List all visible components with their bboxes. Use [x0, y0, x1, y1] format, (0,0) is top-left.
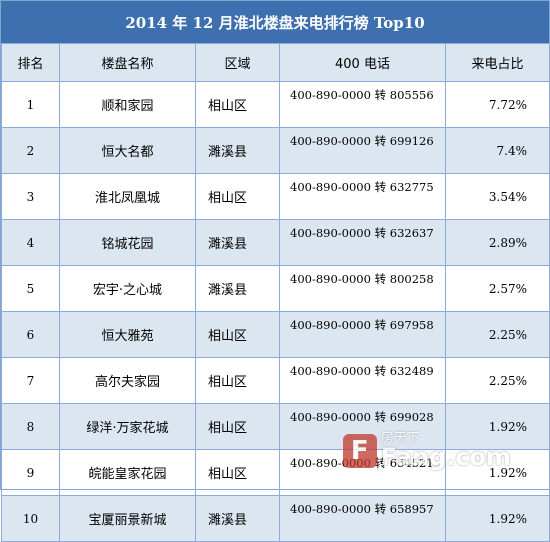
rank-cell: 8	[1, 403, 60, 450]
rank-cell: 10	[1, 495, 60, 542]
table-row: 1 顺和家园 相山区 400-890-0000 转 805556 7.72%	[1, 81, 550, 128]
property-name-cell: 宝厦丽景新城	[59, 495, 196, 542]
district-cell: 濉溪县	[195, 127, 280, 174]
rank-cell: 2	[1, 127, 60, 174]
call-share-cell: 2.57%	[445, 265, 550, 312]
table-row: 6 恒大雅苑 相山区 400-890-0000 转 697958 2.25%	[1, 311, 550, 358]
header-phone: 400 电话	[279, 43, 446, 82]
rank-cell: 7	[1, 357, 60, 404]
property-name-cell: 高尔夫家园	[59, 357, 196, 404]
district-cell: 相山区	[195, 173, 280, 220]
property-name-cell: 恒大名都	[59, 127, 196, 174]
call-share-cell: 3.54%	[445, 173, 550, 220]
table-row: 7 高尔夫家园 相山区 400-890-0000 转 632489 2.25%	[1, 357, 550, 404]
district-cell: 濉溪县	[195, 265, 280, 312]
table-row: 10 宝厦丽景新城 濉溪县 400-890-0000 转 658957 1.92…	[1, 495, 550, 542]
phone-cell: 400-890-0000 转 699126	[279, 127, 446, 174]
call-share-cell: 2.25%	[445, 357, 550, 404]
rank-cell: 6	[1, 311, 60, 358]
header-name: 楼盘名称	[59, 43, 196, 82]
district-cell: 相山区	[195, 357, 280, 404]
phone-cell: 400-890-0000 转 632637	[279, 219, 446, 266]
header-share: 来电占比	[445, 43, 550, 82]
property-name-cell: 皖能皇家花园	[59, 449, 196, 496]
property-name-cell: 宏宇·之心城	[59, 265, 196, 312]
property-name-cell: 顺和家园	[59, 81, 196, 128]
district-cell: 相山区	[195, 403, 280, 450]
call-share-cell: 2.25%	[445, 311, 550, 358]
fang-logo-icon: F	[342, 433, 377, 468]
rank-cell: 9	[1, 449, 60, 496]
property-name-cell: 铭城花园	[59, 219, 196, 266]
table-row: 5 宏宇·之心城 濉溪县 400-890-0000 转 800258 2.57%	[1, 265, 550, 312]
property-name-cell: 绿洋·万家花城	[59, 403, 196, 450]
header-district: 区域	[195, 43, 280, 82]
fang-watermark: F 房天下 Fang.com	[342, 432, 511, 469]
header-row: 排名 楼盘名称 区域 400 电话 来电占比	[1, 43, 550, 82]
table-title: 2014 年 12 月淮北楼盘来电排行榜 Top10	[1, 1, 549, 44]
table-row: 4 铭城花园 濉溪县 400-890-0000 转 632637 2.89%	[1, 219, 550, 266]
call-share-cell: 7.4%	[445, 127, 550, 174]
table-row: 9 皖能皇家花园 相山区 400-890-0000 转 654521 1.92%	[1, 449, 550, 496]
phone-cell: 400-890-0000 转 697958	[279, 311, 446, 358]
call-share-cell: 2.89%	[445, 219, 550, 266]
rank-cell: 5	[1, 265, 60, 312]
phone-cell: 400-890-0000 转 658957	[279, 495, 446, 542]
phone-cell: 400-890-0000 转 805556	[279, 81, 446, 128]
district-cell: 濉溪县	[195, 219, 280, 266]
table-row: 2 恒大名都 濉溪县 400-890-0000 转 699126 7.4%	[1, 127, 550, 174]
call-share-cell: 1.92%	[445, 449, 550, 496]
district-cell: 相山区	[195, 311, 280, 358]
phone-cell: 400-890-0000 转 632489	[279, 357, 446, 404]
watermark-en: Fang.com	[380, 443, 511, 471]
table-row: 3 淮北凤凰城 相山区 400-890-0000 转 632775 3.54%	[1, 173, 550, 220]
watermark-cn: 房天下	[380, 431, 420, 446]
district-cell: 相山区	[195, 81, 280, 128]
header-rank: 排名	[1, 43, 60, 82]
phone-cell: 400-890-0000 转 632775	[279, 173, 446, 220]
watermark-text: 房天下 Fang.com	[381, 432, 511, 469]
rank-cell: 4	[1, 219, 60, 266]
rank-cell: 3	[1, 173, 60, 220]
property-name-cell: 恒大雅苑	[59, 311, 196, 358]
call-share-cell: 1.92%	[445, 495, 550, 542]
ranking-table: 排名 楼盘名称 区域 400 电话 来电占比 1 顺和家园 相山区 400-89…	[1, 43, 550, 542]
phone-cell: 400-890-0000 转 800258	[279, 265, 446, 312]
property-name-cell: 淮北凤凰城	[59, 173, 196, 220]
district-cell: 相山区	[195, 449, 280, 496]
rank-cell: 1	[1, 81, 60, 128]
call-share-cell: 1.92%	[445, 403, 550, 450]
district-cell: 濉溪县	[195, 495, 280, 542]
call-share-cell: 7.72%	[445, 81, 550, 128]
